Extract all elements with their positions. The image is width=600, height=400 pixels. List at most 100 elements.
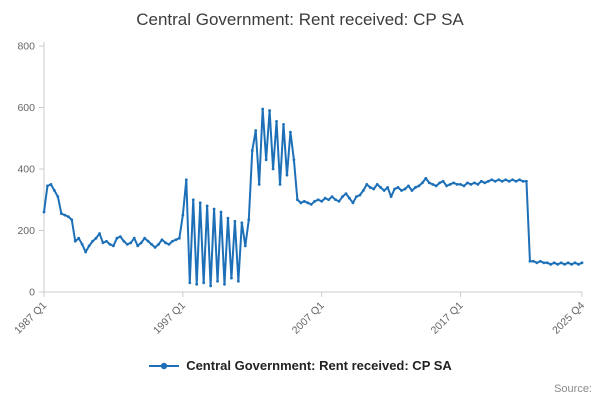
data-point-marker [171,239,174,243]
data-point-marker [132,236,136,240]
data-point-marker [105,239,108,243]
data-point-marker [275,119,278,123]
data-point-marker [195,282,199,286]
data-point-marker [407,184,410,188]
data-point-marker [285,173,289,177]
data-point-marker [400,189,403,192]
data-point-marker [177,236,181,240]
data-point-marker [108,242,112,246]
data-point-marker [528,259,532,263]
data-point-marker [198,201,202,205]
data-point-marker [563,262,567,266]
data-point-marker [236,279,240,283]
data-point-marker [434,184,438,188]
data-point-marker [566,261,570,265]
data-point-marker [226,216,230,220]
data-point-marker [56,195,60,199]
data-point-marker [209,284,213,288]
data-point-marker [143,236,147,240]
data-point-marker [309,202,313,206]
data-point-marker [535,261,539,265]
data-point-marker [257,182,261,186]
data-point-marker [577,262,580,266]
data-point-marker [91,239,94,243]
x-tick-label: 1987 Q1 [12,300,49,337]
data-point-marker [348,196,351,200]
data-point-marker [87,244,91,248]
data-point-marker [59,212,63,215]
data-point-marker [129,241,133,245]
data-point-marker [393,187,396,191]
data-point-marker [174,238,178,242]
data-point-marker [476,182,480,186]
data-point-marker [379,186,383,189]
data-point-marker [500,179,504,183]
data-point-marker [538,259,542,263]
data-point-marker [559,261,563,265]
data-point-marker [136,244,140,248]
data-point-marker [351,201,355,205]
data-point-marker [212,207,216,211]
data-point-marker [490,178,494,182]
data-point-marker [205,204,209,208]
data-point-marker [438,181,442,185]
data-point-marker [382,189,386,192]
data-point-marker [73,239,77,243]
data-point-marker [514,179,518,183]
data-point-marker [427,181,431,185]
data-point-marker [424,176,428,180]
data-point-marker [354,195,358,199]
data-point-marker [545,261,549,265]
legend-marker-icon [149,362,180,369]
y-tick-label: 200 [17,225,35,237]
data-point-marker [441,179,445,183]
data-point-marker [115,236,119,240]
data-point-marker [320,199,324,203]
series-line [43,108,583,287]
data-point-marker [289,130,292,134]
legend[interactable]: Central Government: Rent received: CP SA [0,358,600,373]
y-tick-label: 600 [17,102,35,114]
data-point-marker [302,199,306,203]
data-point-marker [358,193,362,197]
data-point-marker [445,184,449,188]
data-point-marker [469,182,473,186]
data-point-marker [341,195,344,199]
data-point-marker [157,242,160,246]
data-point-marker [42,210,46,214]
data-point-marker [98,232,101,235]
data-point-marker [549,262,553,266]
data-point-marker [150,242,154,246]
data-point-marker [375,182,379,186]
data-point-marker [268,109,272,112]
data-point-marker [396,186,400,189]
data-point-marker [122,239,126,243]
data-point-marker [417,184,421,188]
data-point-marker [46,184,49,188]
data-point-marker [264,158,268,162]
data-point-marker [292,158,296,162]
chart-title: Central Government: Rent received: CP SA [136,10,464,29]
data-point-marker [254,129,258,132]
data-point-marker [542,261,546,265]
data-point-marker [413,186,417,189]
data-point-marker [164,241,167,245]
data-point-marker [552,261,556,265]
data-point-marker [486,179,490,183]
data-point-marker [372,187,376,191]
data-point-marker [184,178,188,182]
data-point-marker [278,182,282,186]
data-point-marker [271,167,275,171]
data-point-marker [511,178,514,182]
data-point-marker [247,218,251,222]
data-point-marker [181,213,185,217]
data-point-marker [452,181,455,185]
data-point-marker [573,261,577,265]
data-point-marker [295,198,299,202]
data-point-marker [188,281,192,285]
data-point-marker [386,186,390,189]
data-point-marker [570,262,573,266]
data-point-marker [493,179,497,183]
data-point-marker [230,276,233,280]
